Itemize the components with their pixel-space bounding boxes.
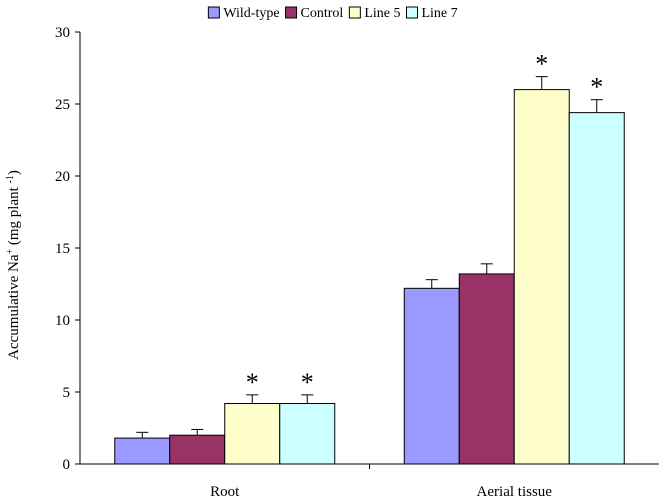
y-axis-label-end: ) xyxy=(6,170,22,175)
bar xyxy=(403,287,460,465)
significance-marker: * xyxy=(301,368,314,397)
bars: * * * * xyxy=(114,50,625,465)
y-axis-label: Accumulative Na+ (mg plant -1) xyxy=(5,170,23,360)
legend-label: Wild-type xyxy=(223,6,279,21)
bar xyxy=(169,434,226,465)
bar xyxy=(114,437,171,465)
legend-label: Control xyxy=(301,6,344,21)
significance-marker: * xyxy=(246,368,259,397)
y-axis-label-main: Accumulative Na xyxy=(6,254,22,360)
y-tick-label: 5 xyxy=(63,385,71,401)
x-axis: Root Aerial tissue xyxy=(80,463,659,500)
legend-swatch xyxy=(285,6,298,19)
significance-marker: * xyxy=(535,50,548,79)
significance-marker: * xyxy=(590,73,603,102)
y-tick-label: 0 xyxy=(63,457,71,473)
y-axis-label-sup1: + xyxy=(5,249,16,255)
legend: Wild-type Control Line 5 Line 7 xyxy=(207,6,458,21)
y-tick-label: 10 xyxy=(55,313,70,329)
y-tick-label: 25 xyxy=(55,97,70,113)
y-tick-label: 20 xyxy=(55,169,70,185)
bar xyxy=(224,403,281,465)
legend-swatch xyxy=(405,6,418,19)
y-axis: 0 5 10 15 20 25 30 xyxy=(55,25,81,473)
legend-label: Line 7 xyxy=(421,6,457,21)
bar xyxy=(513,89,570,465)
bar xyxy=(279,403,336,465)
legend-label: Line 5 xyxy=(364,6,400,21)
y-axis-label-mid: (mg plant xyxy=(6,183,22,248)
legend-swatch xyxy=(348,6,361,19)
y-tick-label: 30 xyxy=(55,25,70,41)
category-label: Root xyxy=(210,484,240,500)
y-tick-label: 15 xyxy=(55,241,70,257)
bar xyxy=(458,273,515,465)
y-axis-label-sup2: -1 xyxy=(5,175,16,183)
bar xyxy=(568,112,625,465)
legend-swatch xyxy=(207,6,220,19)
category-label: Aerial tissue xyxy=(477,484,553,500)
